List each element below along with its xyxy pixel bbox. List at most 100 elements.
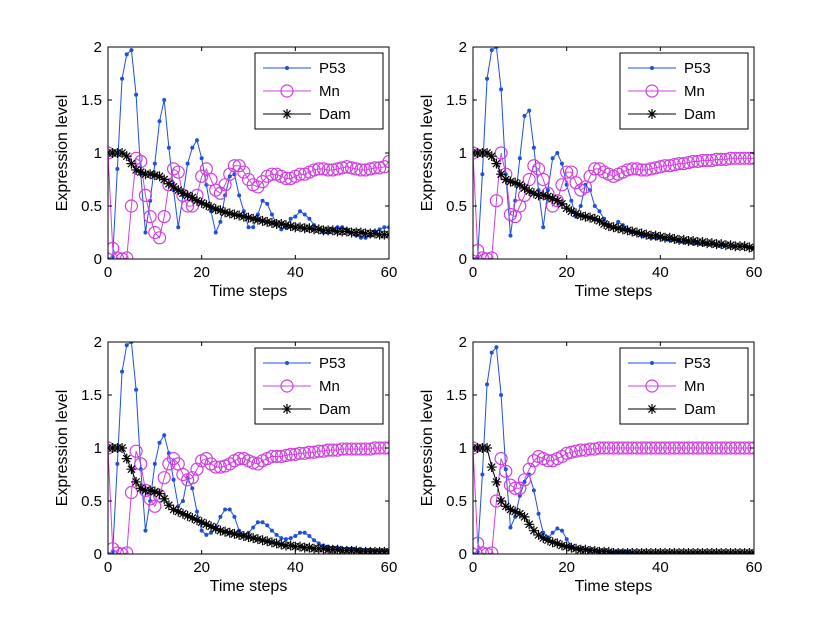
legend-label: Dam	[684, 401, 716, 418]
data-point-dam	[561, 541, 572, 552]
legend-marker	[647, 404, 657, 414]
data-point-p53	[176, 225, 181, 230]
data-point-dam	[327, 225, 338, 236]
y-tick-label: 0	[459, 546, 467, 563]
data-point-dam	[126, 158, 137, 169]
data-point-dam	[566, 542, 577, 553]
data-point-p53	[143, 230, 148, 235]
data-point-mn	[246, 456, 260, 470]
y-tick-label: 1	[94, 145, 102, 162]
data-point-mn	[536, 172, 550, 187]
data-point-mn	[494, 452, 508, 466]
data-point-dam	[210, 523, 221, 534]
data-point-p53	[199, 528, 204, 533]
data-point-p53	[152, 461, 157, 466]
data-point-mn	[321, 443, 335, 457]
data-point-p53	[255, 520, 260, 525]
data-point-mn	[326, 163, 340, 177]
data-point-p53	[143, 528, 148, 533]
data-point-mn	[129, 444, 143, 458]
data-point-p53	[166, 145, 171, 150]
data-point-mn	[265, 167, 279, 181]
data-point-mn	[658, 441, 672, 455]
x-axis-label: Time steps	[575, 578, 653, 595]
data-point-dam	[276, 539, 287, 550]
x-tick-label: 60	[746, 559, 763, 576]
data-point-dam	[266, 537, 277, 548]
data-point-mn	[513, 481, 527, 495]
data-point-p53	[227, 174, 232, 179]
data-point-p53	[124, 343, 129, 348]
data-point-p53	[162, 98, 167, 102]
data-point-dam	[589, 213, 600, 224]
data-point-dam	[716, 239, 727, 250]
data-point-mn	[611, 441, 625, 455]
data-point-dam	[650, 230, 661, 241]
series-markers-dam	[473, 148, 754, 254]
chart-panel-4: 0 20 40 60 0 0.5 1 1.5 2 Time steps Expression lev…	[419, 334, 762, 595]
data-point-mn	[728, 151, 742, 165]
data-point-dam	[524, 519, 535, 530]
data-point-p53	[171, 477, 176, 482]
data-point-p53	[307, 216, 312, 221]
y-axis-label: Expression level	[54, 95, 71, 212]
y-tick-label: 1	[459, 440, 467, 457]
data-point-dam	[154, 171, 165, 182]
data-point-mn	[354, 163, 368, 177]
data-point-mn	[677, 157, 691, 171]
data-point-dam	[514, 508, 525, 519]
data-point-dam	[617, 224, 628, 235]
y-tick-label: 1.5	[81, 387, 102, 404]
data-point-dam	[238, 530, 249, 541]
data-point-mn	[747, 151, 754, 165]
data-point-mn	[349, 162, 363, 176]
data-point-p53	[550, 530, 555, 535]
data-point-p53	[527, 108, 532, 113]
legend-marker	[645, 84, 659, 98]
data-point-p53	[302, 212, 307, 217]
data-point-mn	[564, 445, 578, 459]
data-point-dam	[154, 488, 165, 499]
data-point-mn	[625, 162, 639, 176]
x-tick-label: 40	[652, 559, 669, 576]
legend-marker	[645, 379, 659, 393]
data-point-mn	[284, 447, 298, 461]
data-point-dam	[220, 207, 231, 218]
data-point-dam	[580, 544, 591, 554]
data-point-mn	[695, 441, 710, 455]
data-point-p53	[522, 113, 527, 118]
y-tick-label: 0	[94, 546, 102, 563]
data-point-dam	[182, 190, 193, 201]
data-point-p53	[555, 151, 560, 155]
data-point-mn	[606, 441, 621, 455]
data-point-dam	[117, 443, 128, 453]
y-tick-label: 0.5	[446, 198, 467, 215]
data-point-dam	[613, 223, 624, 234]
legend-marker	[285, 361, 289, 365]
data-point-mn	[667, 441, 681, 455]
data-point-mn	[560, 446, 574, 460]
x-tick-label: 40	[287, 264, 304, 281]
series-markers-dam	[473, 443, 754, 554]
chart-panel-2: 0 20 40 60 0 0.5 1 1.5 2 Time steps Expression lev…	[419, 39, 762, 300]
data-point-p53	[260, 198, 265, 203]
data-point-dam	[486, 151, 497, 162]
data-point-dam	[163, 500, 174, 511]
x-tick-label: 40	[287, 559, 304, 576]
data-point-dam	[599, 219, 610, 230]
series-group	[473, 47, 754, 259]
data-point-dam	[177, 188, 188, 199]
data-point-dam	[697, 237, 708, 248]
x-tick-label: 20	[193, 559, 210, 576]
legend-label: Dam	[319, 106, 351, 123]
data-point-mn	[742, 441, 754, 455]
data-point-p53	[152, 161, 157, 166]
data-point-p53	[592, 204, 597, 208]
data-point-dam	[519, 182, 530, 193]
data-point-p53	[499, 393, 504, 397]
data-point-mn	[667, 158, 681, 172]
data-point-mn	[475, 251, 489, 259]
data-point-dam	[355, 227, 366, 238]
data-point-dam	[678, 234, 689, 245]
data-point-mn	[316, 444, 331, 458]
